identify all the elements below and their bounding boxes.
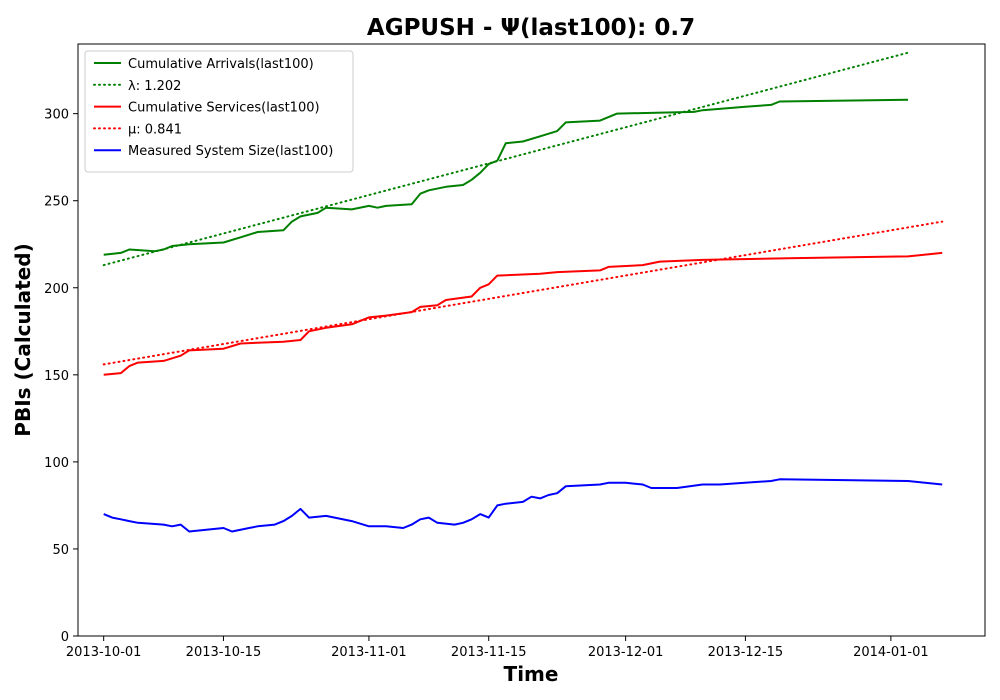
y-tick-label: 250	[44, 195, 69, 210]
series-line-4	[103, 478, 943, 533]
y-axis-title: PBIs (Calculated)	[11, 243, 35, 436]
x-tick-label: 2013-12-15	[708, 645, 784, 660]
legend-label-4: Measured System Size(last100)	[128, 144, 333, 159]
legend-label-1: λ: 1.202	[128, 79, 181, 94]
x-axis-ticks: 2013-10-01 2013-10-15 2013-11-01 2013-11-15…	[66, 636, 929, 660]
x-tick-label: 2013-10-15	[186, 645, 262, 660]
legend-label-3: μ: 0.841	[128, 122, 182, 137]
y-tick-label: 200	[44, 282, 69, 297]
x-tick-label: 2013-10-01	[66, 645, 142, 660]
x-axis-title: Time	[504, 662, 559, 686]
x-tick-label: 2013-11-01	[331, 645, 407, 660]
y-tick-label: 100	[44, 456, 69, 471]
y-axis-ticks: 0 50 100 150 200 250 300	[44, 108, 78, 645]
series-line-0	[103, 98, 909, 256]
legend: Cumulative Arrivals(last100) λ: 1.202 Cumu…	[84, 50, 354, 173]
legend-label-0: Cumulative Arrivals(last100)	[128, 57, 314, 72]
y-tick-label: 300	[44, 108, 69, 123]
x-tick-label: 2014-01-01	[853, 645, 929, 660]
series-layer	[102, 51, 944, 533]
plot-frame	[77, 43, 986, 637]
legend-label-2: Cumulative Services(last100)	[128, 101, 320, 116]
series-line-1	[102, 51, 909, 267]
x-tick-label: 2013-11-15	[451, 645, 527, 660]
legend-box	[84, 50, 354, 173]
y-tick-label: 50	[52, 543, 69, 558]
y-tick-label: 150	[44, 369, 69, 384]
y-tick-label: 0	[61, 630, 69, 645]
series-line-2	[103, 251, 943, 376]
series-line-3	[102, 220, 944, 366]
chart-title: AGPUSH - Ψ(last100): 0.7	[367, 15, 695, 41]
x-tick-label: 2013-12-01	[588, 645, 664, 660]
